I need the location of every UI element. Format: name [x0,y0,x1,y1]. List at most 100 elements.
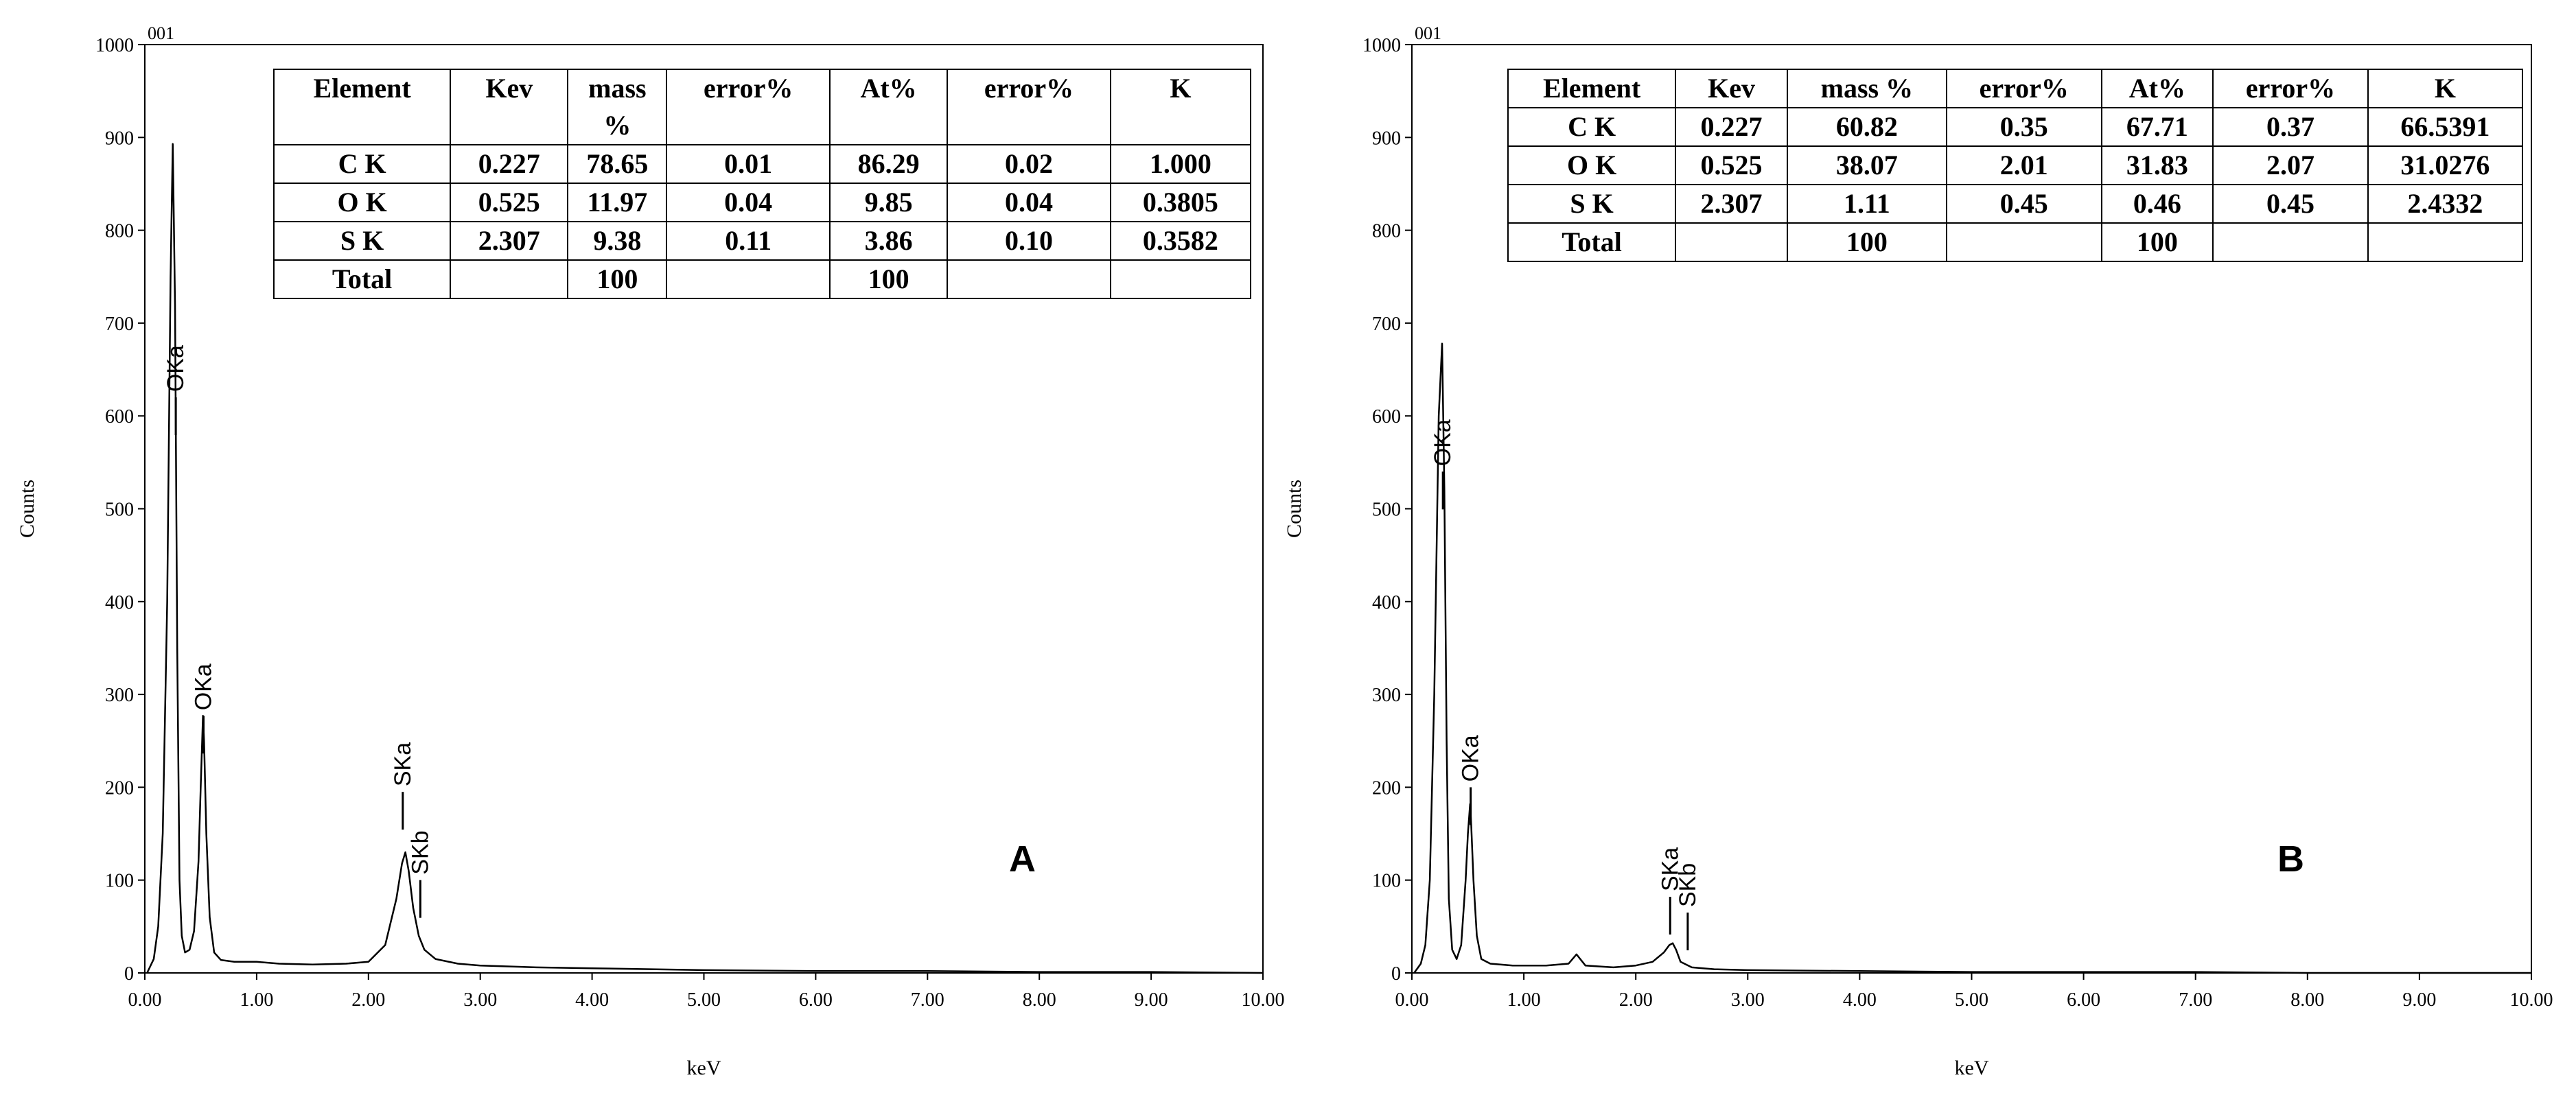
x-tick-label: 4.00 [575,989,609,1011]
x-tick-label: 9.00 [2402,989,2436,1011]
table-row: S K 2.307 1.11 0.45 0.46 0.45 2.4332 [1507,184,2524,224]
table-row: O K 0.525 38.07 2.01 31.83 2.07 31.0276 [1507,145,2524,185]
x-tick-label: 1.00 [1507,989,1541,1011]
table-cell [666,259,831,299]
table-header-row: Element Kev mass % error% At% error% K [1507,69,2524,108]
y-tick-label: 300 [105,685,134,706]
table-cell: 0.525 [450,183,569,222]
header-kev: Kev [1675,69,1788,108]
table-cell: 0.37 [2212,107,2369,147]
header-at: At% [2100,69,2214,108]
y-tick-label: 600 [1372,406,1401,427]
table-row: O K 0.525 11.97 0.04 9.85 0.04 0.3805 [272,183,1252,222]
y-tick-label: 200 [105,777,134,799]
table-cell [2212,222,2369,262]
x-tick-label: 3.00 [1731,989,1765,1011]
table-cell: 11.97 [567,183,668,222]
y-tick-label: 400 [1372,592,1401,613]
table-cell: 66.5391 [2367,107,2524,147]
y-axis-label: Counts [16,480,38,538]
spectrum-line [146,143,1264,974]
table-cell: 2.307 [450,221,569,261]
header-element: Element [272,69,452,145]
table-cell: C K [272,144,452,184]
panel-label: A [1009,838,1036,880]
table-cell: 9.85 [828,183,949,222]
y-tick-label: 100 [1372,871,1401,892]
table-cell: 1.11 [1786,184,1947,224]
y-tick-label: 500 [105,500,134,521]
x-tick-label: 7.00 [2179,989,2212,1011]
table-cell: O K [1507,145,1677,185]
table-row: C K 0.227 60.82 0.35 67.71 0.37 66.5391 [1507,107,2524,147]
composition-table-b: Element Kev mass % error% At% error% K C… [1507,69,2524,262]
peak-label: SKb [1675,863,1701,907]
table-row-total: Total 100 100 [1507,222,2524,262]
table-cell: 31.0276 [2367,145,2524,185]
corner-label: 001 [148,23,174,43]
table-cell: S K [1507,184,1677,224]
y-tick-label: 800 [105,221,134,242]
y-tick-label: 900 [105,128,134,149]
y-axis-label: Counts [1283,480,1306,538]
table-cell: 2.01 [1945,145,2102,185]
table-cell [1945,222,2102,262]
table-cell: 0.11 [666,221,831,261]
table-cell: 0.45 [1945,184,2102,224]
header-k: K [1109,69,1252,145]
y-tick-label: 900 [1372,128,1401,149]
y-tick-label: 1000 [95,35,134,56]
table-cell: 0.525 [1675,145,1788,185]
header-k: K [2367,69,2524,108]
table-cell: 3.86 [828,221,949,261]
panel-label: B [2277,838,2304,880]
table-cell: Total [272,259,452,299]
table-cell: 38.07 [1786,145,1947,185]
peak-label: SKb [407,830,433,874]
table-cell: 2.07 [2212,145,2369,185]
table-cell: 86.29 [828,144,949,184]
table-cell [1109,259,1252,299]
table-cell: 60.82 [1786,107,1947,147]
y-tick-label: 300 [1372,685,1401,706]
table-cell: 0.02 [947,144,1111,184]
header-mass: mass % [567,69,668,145]
table-cell: 0.04 [947,183,1111,222]
y-tick-label: 500 [1372,500,1401,521]
table-cell [2367,222,2524,262]
y-tick-label: 1000 [1362,35,1401,56]
x-tick-label: 5.00 [687,989,721,1011]
y-tick-label: 0 [124,963,134,985]
x-axis-label: keV [1955,1057,1989,1079]
table-cell: 9.38 [567,221,668,261]
x-tick-label: 10.00 [1242,989,1285,1011]
x-tick-label: 7.00 [911,989,944,1011]
header-error: error% [2212,69,2369,108]
x-tick-label: 6.00 [799,989,833,1011]
y-tick-label: 400 [105,592,134,613]
y-tick-label: 600 [105,406,134,427]
table-cell: 2.307 [1675,184,1788,224]
table-cell: 100 [2100,222,2214,262]
table-row: C K 0.227 78.65 0.01 86.29 0.02 1.000 [272,144,1252,184]
table-cell [947,259,1111,299]
table-cell: O K [272,183,452,222]
table-cell: 0.45 [2212,184,2369,224]
header-error: error% [666,69,831,145]
peak-label: SKa [390,742,416,786]
header-error: error% [947,69,1111,145]
y-tick-label: 800 [1372,221,1401,242]
x-tick-label: 2.00 [351,989,385,1011]
y-tick-label: 200 [1372,777,1401,799]
x-axis-label: keV [687,1057,721,1079]
composition-table-a: Element Kev mass % error% At% error% K C… [272,69,1252,299]
header-error: error% [1945,69,2102,108]
table-cell: 78.65 [567,144,668,184]
y-tick-label: 700 [1372,314,1401,335]
y-tick-label: 700 [105,314,134,335]
corner-label: 001 [1415,23,1441,43]
table-cell: 31.83 [2100,145,2214,185]
table-cell: 0.227 [1675,107,1788,147]
table-cell: 0.35 [1945,107,2102,147]
